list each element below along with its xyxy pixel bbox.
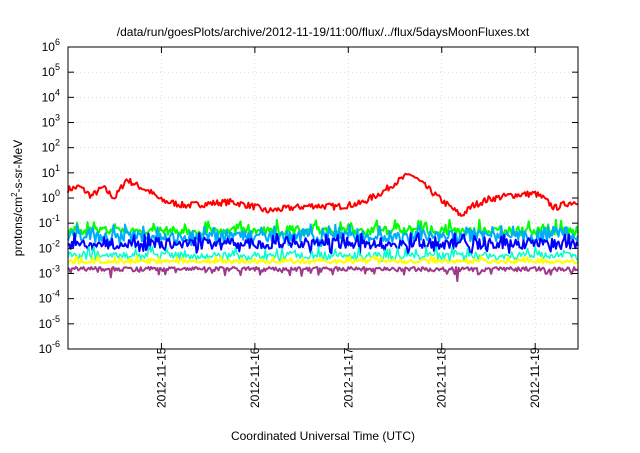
x-tick-label: 2012-11-16 [248,347,262,408]
y-tick-exponent: -5 [52,314,60,324]
y-tick-label: 10-5 [39,314,60,331]
y-tick-label: 10-4 [39,289,60,306]
y-tick-exponent: 2 [55,138,60,148]
y-tick-base: 10 [42,90,56,104]
x-tick-label: 2012-11-18 [435,347,449,408]
y-tick-exponent: -6 [52,339,60,349]
y-tick-exponent: 6 [55,37,60,47]
y-tick-exponent: 3 [55,113,60,123]
y-tick-base: 10 [42,191,56,205]
x-tick-label: 2012-11-19 [528,347,542,408]
y-tick-labels: 10610510410310210110010-110-210-310-410-… [39,37,60,356]
y-tick-label: 10-2 [39,238,60,255]
y-tick-base: 10 [39,241,53,255]
x-tick-label: 2012-11-15 [154,347,168,408]
y-tick-label: 105 [42,62,60,79]
series-line-6 [67,254,579,265]
series-line-5 [67,245,579,263]
ticks [68,46,578,350]
y-tick-exponent: -4 [52,289,60,299]
series-layer [67,172,579,283]
y-tick-base: 10 [39,216,53,230]
y-tick-label: 103 [42,113,60,130]
y-tick-base: 10 [42,65,56,79]
y-tick-base: 10 [42,141,56,155]
y-tick-label: 102 [42,138,60,155]
y-tick-exponent: 4 [55,87,60,97]
y-tick-base: 10 [42,116,56,130]
y-tick-label: 100 [42,188,60,205]
series-line-7 [67,266,579,283]
y-tick-base: 10 [42,166,56,180]
y-tick-label: 10-3 [39,264,60,281]
y-tick-label: 10-1 [39,213,60,230]
y-tick-exponent: -3 [52,264,60,274]
series-line-1 [67,172,579,217]
y-tick-exponent: 5 [55,62,60,72]
y-axis-label-sup: 2 [10,192,19,197]
y-tick-base: 10 [39,267,53,281]
series-line-4 [67,232,579,255]
y-tick-exponent: -2 [52,238,60,248]
x-tick-labels: 2012-11-15 2012-11-16 2012-11-17 2012-11-18… [154,347,542,408]
y-tick-base: 10 [39,342,53,356]
x-axis-label: Coordinated Universal Time (UTC) [231,429,415,443]
y-tick-label: 101 [42,163,60,180]
y-tick-label: 106 [42,37,60,54]
y-tick-base: 10 [39,317,53,331]
y-tick-base: 10 [42,40,56,54]
y-tick-exponent: -1 [52,213,60,223]
chart-title: /data/run/goesPlots/archive/2012-11-19/1… [117,25,530,39]
y-tick-label: 104 [42,87,60,104]
y-axis-label-rest: -s-sr-MeV [11,140,25,193]
y-tick-exponent: 0 [55,188,60,198]
y-tick-label: 10-6 [39,339,60,356]
x-tick-label: 2012-11-17 [341,347,355,408]
y-tick-base: 10 [39,292,53,306]
series-line-3 [67,223,579,248]
y-axis-label-base: protons/cm [11,197,25,256]
y-tick-exponent: 1 [55,163,60,173]
y-axis-label: protons/cm2-s-sr-MeV [10,140,25,256]
